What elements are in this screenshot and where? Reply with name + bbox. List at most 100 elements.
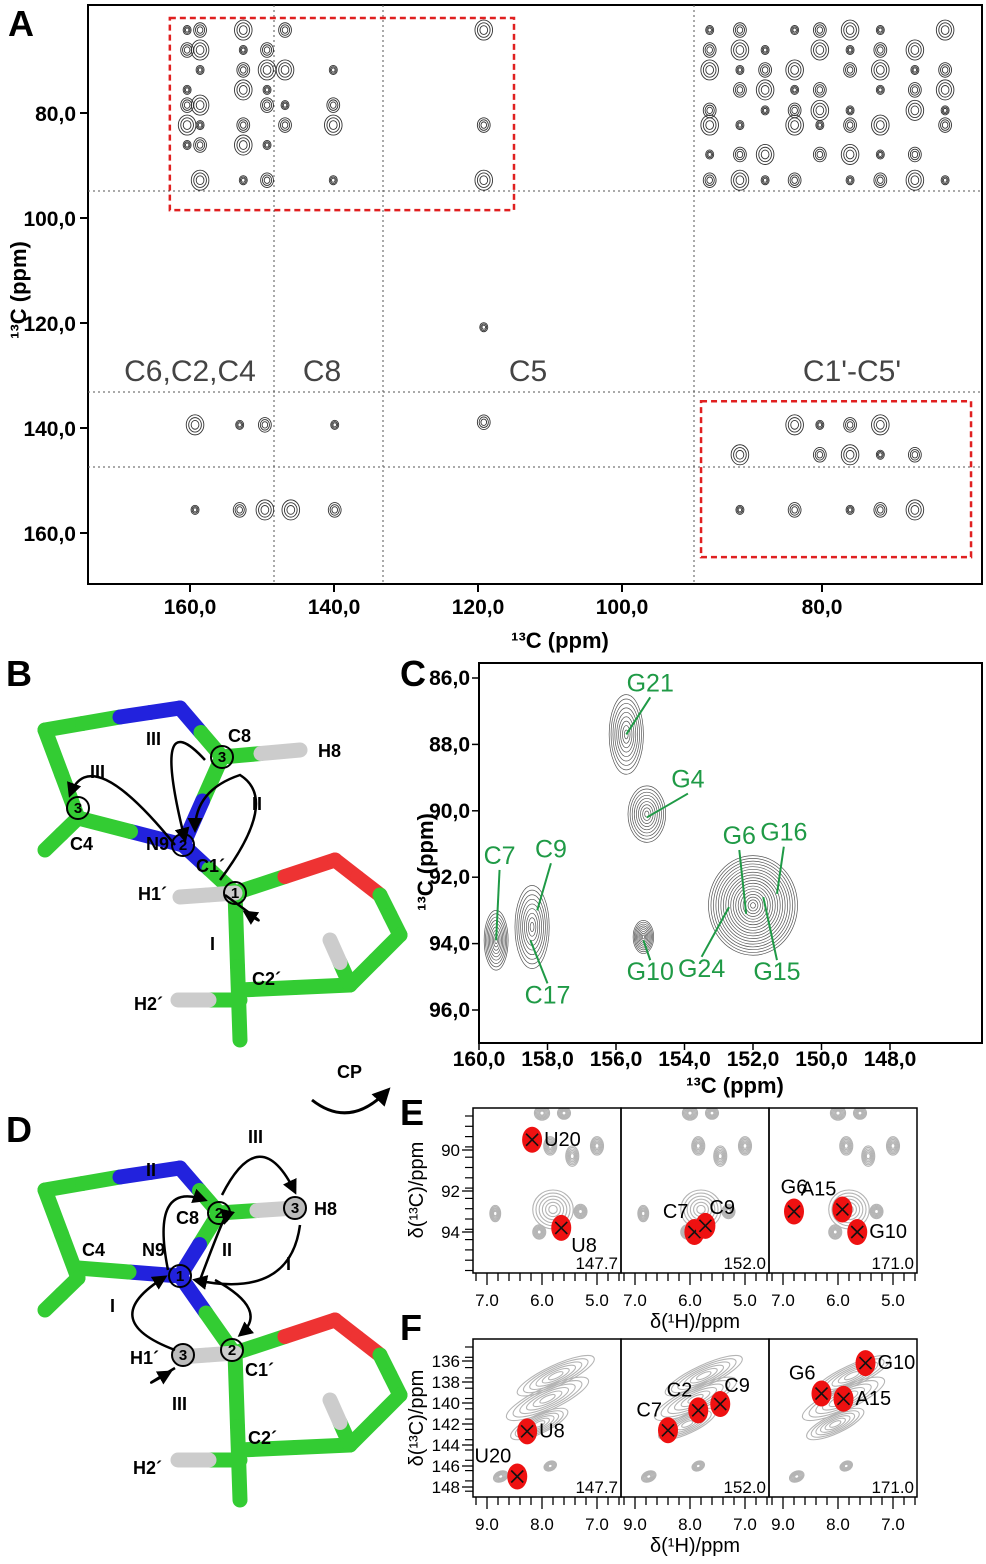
atom-marker bbox=[223, 881, 247, 905]
contour-peak bbox=[474, 19, 494, 41]
grey-contour-peak bbox=[537, 1108, 547, 1118]
contour-peak bbox=[722, 871, 784, 939]
cross-marker-icon bbox=[691, 1403, 705, 1417]
peak-label: C9 bbox=[709, 1197, 735, 1219]
y-tick-label: 100,0 bbox=[23, 208, 76, 231]
grey-contour-peak bbox=[810, 1410, 860, 1438]
grey-contour-peak bbox=[578, 1208, 583, 1215]
contour-peak bbox=[529, 922, 535, 932]
grey-contour-peak bbox=[723, 1205, 734, 1218]
peak-label: G24 bbox=[678, 955, 725, 983]
grey-contour-peak bbox=[544, 1137, 557, 1155]
x-tick-label: 6.0 bbox=[678, 1291, 702, 1310]
grey-contour-peak bbox=[573, 1203, 588, 1220]
field-value-label: 147.7 bbox=[575, 1478, 618, 1497]
bond bbox=[37, 826, 69, 858]
contour-peak bbox=[873, 62, 888, 78]
contour-peak bbox=[260, 42, 274, 58]
grey-contour-peak bbox=[681, 1420, 694, 1428]
grey-contour-peak bbox=[832, 1229, 838, 1235]
contour-peak bbox=[789, 174, 800, 186]
peak-label: U20 bbox=[475, 1446, 512, 1468]
grey-contour-peak bbox=[694, 1141, 702, 1151]
contour-peak bbox=[195, 24, 206, 36]
contour-peak bbox=[236, 117, 251, 133]
grey-contour-peak bbox=[681, 1108, 699, 1121]
y-tick-label: 120,0 bbox=[23, 313, 76, 336]
contour-peak bbox=[710, 858, 796, 953]
contour-peak bbox=[261, 44, 273, 56]
grey-contour-peak bbox=[843, 1142, 849, 1149]
y-tick-label: 144 bbox=[432, 1436, 460, 1455]
y-axis-label: ¹³C (ppm) bbox=[413, 813, 438, 911]
atom-marker bbox=[220, 1338, 244, 1362]
grey-contour-peak bbox=[853, 1108, 867, 1119]
atom-marker-number: 2 bbox=[228, 1342, 236, 1359]
contour-peak bbox=[816, 150, 824, 159]
grey-contour-peak bbox=[709, 1110, 715, 1116]
contour-peak bbox=[941, 121, 949, 129]
contour-peak bbox=[845, 105, 855, 116]
grey-contour-peak bbox=[545, 1461, 556, 1471]
grey-contour-peak bbox=[637, 1204, 650, 1223]
grey-contour-peak bbox=[713, 1145, 728, 1167]
x-tick-label: 6.0 bbox=[826, 1291, 850, 1310]
grey-contour-peak bbox=[793, 1473, 801, 1480]
x-tick-label: 7.0 bbox=[881, 1515, 905, 1534]
contour-peak bbox=[480, 121, 488, 129]
grey-contour-peak bbox=[694, 1462, 703, 1470]
grey-contour-peak bbox=[831, 1228, 839, 1236]
contour-peak bbox=[733, 42, 747, 58]
contour-peak bbox=[197, 122, 203, 128]
grey-contour-peak bbox=[640, 1470, 657, 1483]
contour-peak bbox=[814, 148, 825, 161]
contour-peak bbox=[633, 794, 660, 834]
transfer-arrow-icon bbox=[220, 1155, 297, 1196]
contour-peak bbox=[875, 420, 885, 430]
contour-peak bbox=[736, 121, 744, 129]
contour-peak bbox=[725, 874, 781, 937]
grey-contour-peak bbox=[833, 1108, 843, 1118]
grey-contour-peak bbox=[567, 1148, 578, 1164]
x-axis-label: δ(¹H)/ppm bbox=[650, 1535, 740, 1557]
x-tick-label: 8.0 bbox=[678, 1515, 702, 1534]
grey-contour-peak bbox=[852, 1108, 868, 1120]
bond bbox=[287, 977, 358, 995]
contour-peak bbox=[940, 175, 950, 186]
y-tick-label: 96,0 bbox=[429, 999, 470, 1022]
peak-leader-line bbox=[700, 906, 730, 958]
contour-peak bbox=[876, 86, 884, 94]
contour-peak bbox=[331, 506, 338, 514]
contour-peak bbox=[905, 99, 925, 121]
y-tick-label: 92,0 bbox=[429, 866, 470, 889]
grey-contour-peak bbox=[546, 1463, 554, 1469]
peak-leader-line bbox=[625, 696, 652, 735]
panel-letter-a: A bbox=[8, 3, 34, 44]
contour-peak bbox=[912, 67, 918, 73]
panel-letter-f: F bbox=[400, 1307, 422, 1348]
transfer-arrow-icon bbox=[170, 740, 206, 843]
grey-contour-peak bbox=[693, 1140, 703, 1152]
contour-peak bbox=[278, 62, 292, 78]
grey-contour-peak bbox=[547, 1463, 553, 1469]
contour-peak bbox=[791, 106, 798, 115]
grey-contour-peak bbox=[544, 1461, 557, 1471]
grey-contour-peak bbox=[828, 1224, 843, 1240]
contour-peak bbox=[843, 146, 857, 163]
grey-contour-peak bbox=[726, 1208, 731, 1215]
contour-peak bbox=[193, 172, 207, 188]
transfer-label: I bbox=[286, 1254, 291, 1274]
grey-contour-peak bbox=[545, 1140, 555, 1152]
transfer-label: I bbox=[110, 1296, 115, 1316]
grey-contour-peak bbox=[494, 1471, 508, 1482]
contour-peak bbox=[195, 45, 205, 55]
contour-peak bbox=[486, 916, 506, 964]
x-tick-label: 6.0 bbox=[530, 1291, 554, 1310]
grey-contour-peak bbox=[829, 1108, 847, 1121]
contour-peak bbox=[843, 117, 857, 133]
grey-contour-peak bbox=[638, 1207, 648, 1220]
contour-peak bbox=[908, 146, 922, 163]
x-tick-label: 140,0 bbox=[308, 596, 361, 619]
grey-contour-peak bbox=[871, 1205, 882, 1218]
